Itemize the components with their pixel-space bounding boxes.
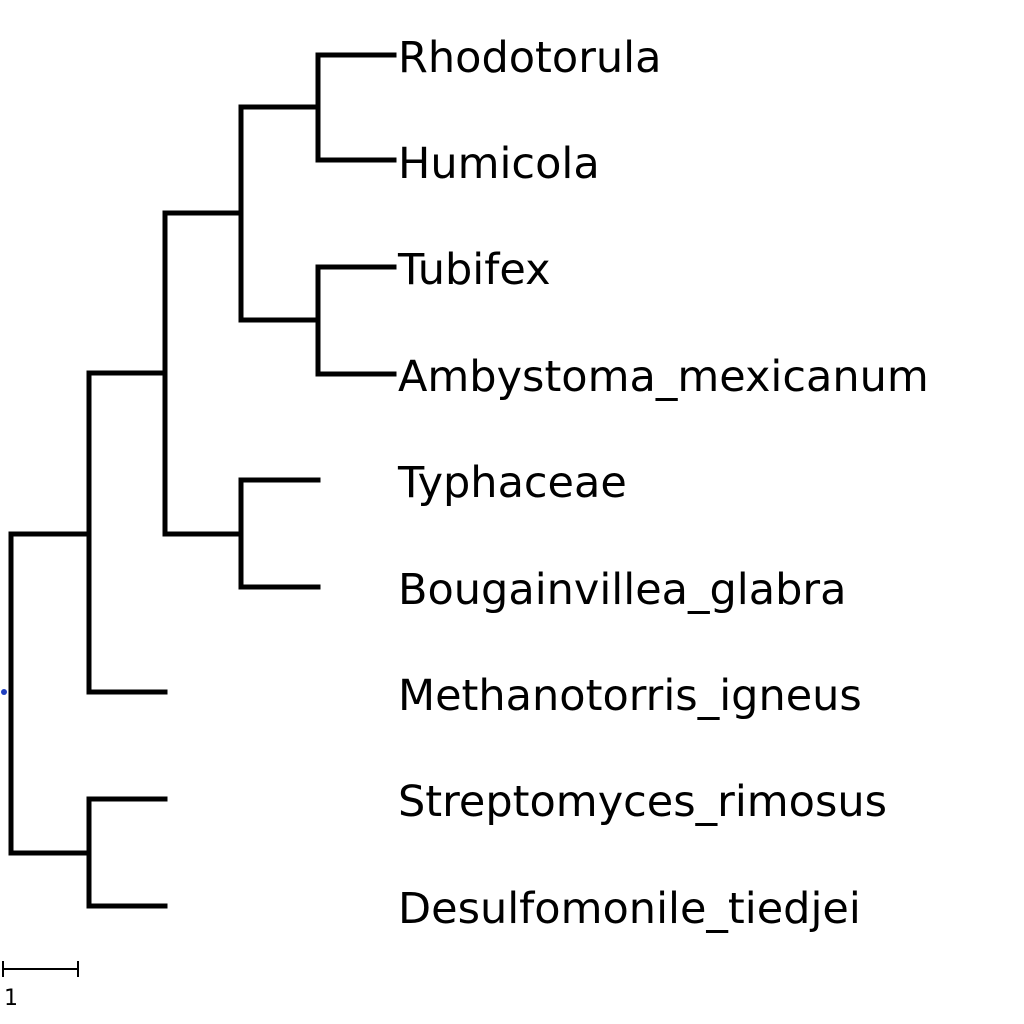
leaf-label-tubifex: Tubifex <box>397 245 551 295</box>
leaf-label-humicola: Humicola <box>398 139 600 189</box>
root-node-marker <box>1 689 7 695</box>
leaf-label-bougainvillea-glabra: Bougainvillea_glabra <box>398 565 846 615</box>
leaf-label-typhaceae: Typhaceae <box>397 458 627 508</box>
scale-bar: 1 <box>2 961 79 1011</box>
scale-bar-label: 1 <box>4 986 18 1011</box>
leaf-label-ambystoma-mexicanum: Ambystoma_mexicanum <box>398 352 929 402</box>
leaf-label-rhodotorula: Rhodotorula <box>398 33 661 83</box>
scale-bar-line <box>2 961 79 977</box>
leaf-labels: Rhodotorula Humicola Tubifex Ambystoma_m… <box>397 33 929 934</box>
tree-branches <box>8 52 397 909</box>
leaf-label-desulfomonile-tiedjei: Desulfomonile_tiedjei <box>398 884 861 934</box>
leaf-label-streptomyces-rimosus: Streptomyces_rimosus <box>398 777 887 827</box>
leaf-label-methanotorris-igneus: Methanotorris_igneus <box>398 671 862 721</box>
